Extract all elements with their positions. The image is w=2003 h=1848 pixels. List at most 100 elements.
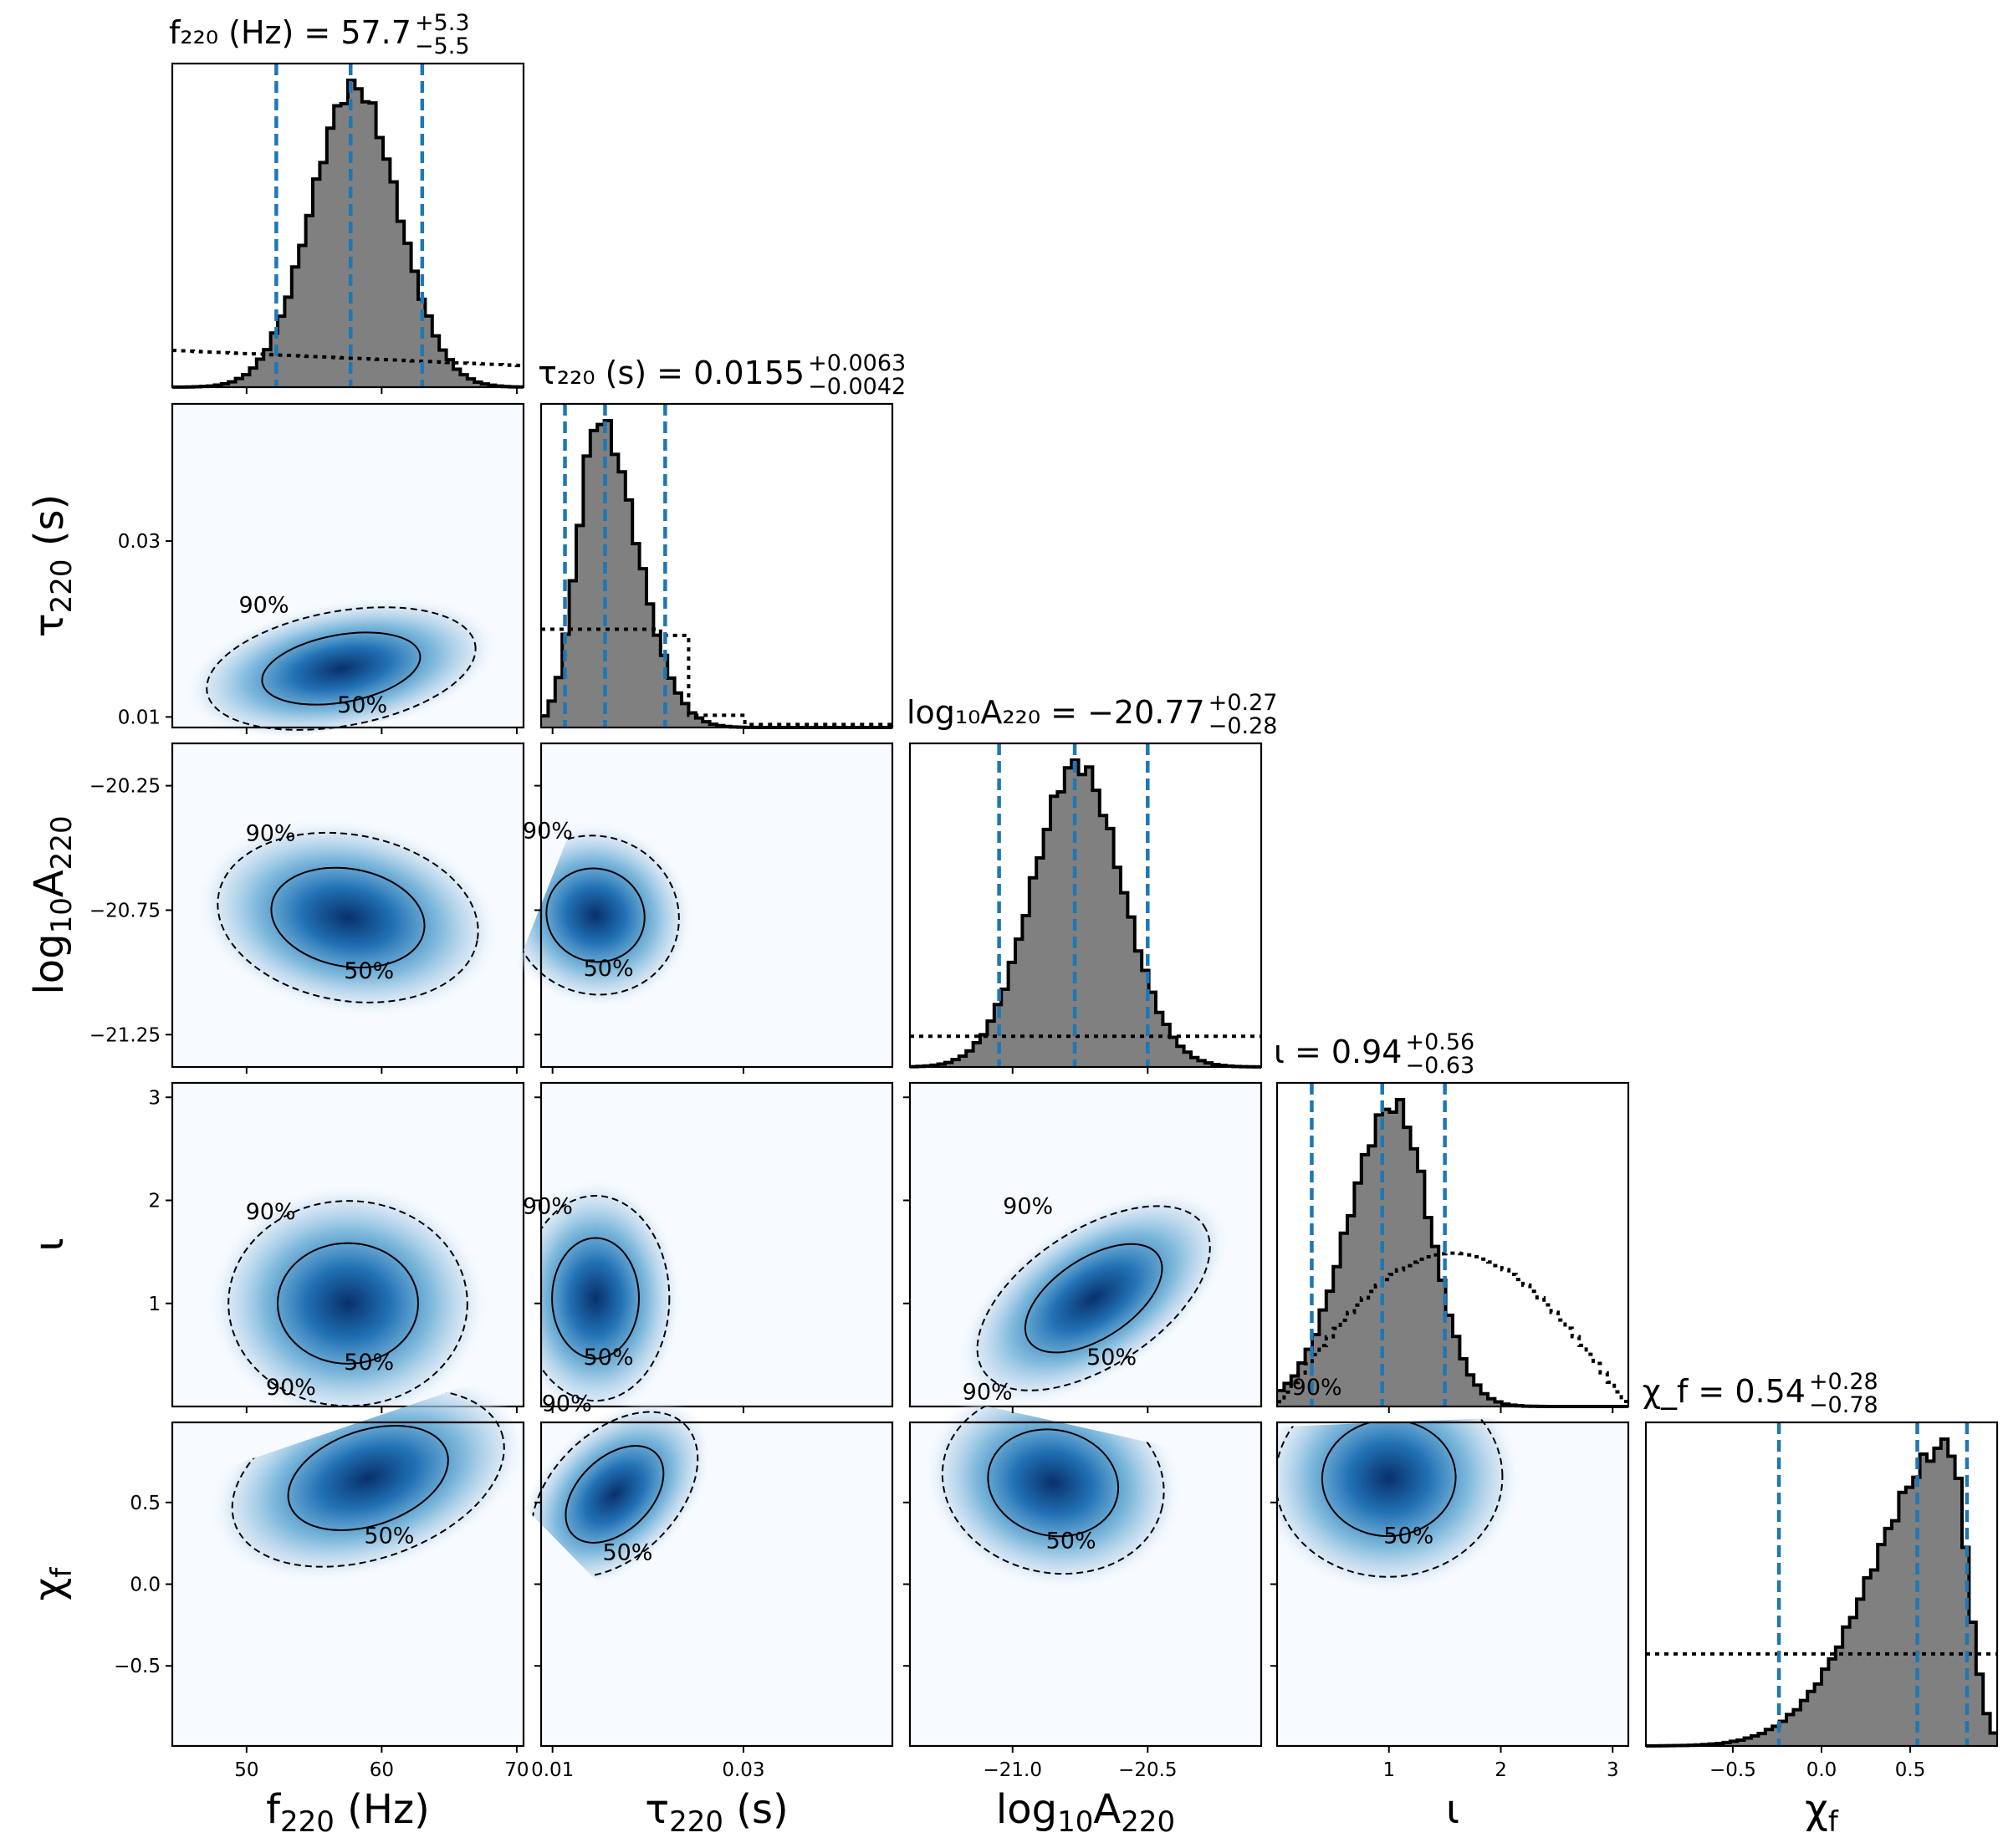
x-tick-label-chif: 0.5	[1895, 1759, 1926, 1781]
contour-label-90: 90%	[246, 820, 296, 846]
prior-hist-iota	[1277, 1251, 1628, 1404]
x-tick-label-tau220: 0.01	[531, 1759, 574, 1781]
hist-panel-logA220	[908, 742, 1263, 1069]
posterior-hist-fill-chif	[1646, 1439, 1997, 1746]
posterior-hist-chif	[1646, 1437, 1997, 1748]
contour-50	[261, 631, 422, 706]
contour-90	[941, 1392, 1165, 1575]
x-tick-label-f220: 50	[234, 1759, 258, 1781]
hist-panel-iota	[1275, 1081, 1630, 1408]
contour-50	[551, 1237, 640, 1360]
contour-90	[1275, 1412, 1504, 1578]
density-panel-iota-vs-f220: 50% 90%	[171, 1081, 525, 1408]
density-frame	[171, 742, 525, 1069]
title-minus-iota: −0.63	[1405, 1053, 1474, 1079]
contour-label-90: 90%	[963, 1380, 1013, 1406]
contour-90	[217, 831, 479, 1003]
y-axis-label-tau220: τ220​ (s)	[26, 494, 79, 638]
contour-label-50: 50%	[364, 1524, 414, 1549]
y-tick-label-chif: 0.0	[130, 1575, 161, 1596]
x-tick-label-chif: −0.5	[1709, 1759, 1756, 1781]
density-panel-tau220-vs-f220: 50% 90%	[171, 402, 525, 741]
y-tick-label-iota: 1	[148, 1294, 161, 1315]
title-minus-chif: −0.78	[1809, 1392, 1878, 1418]
title-minus-logA220: −0.28	[1208, 713, 1278, 739]
contour-label-90: 90%	[523, 1194, 573, 1220]
posterior-hist-fill-logA220	[910, 760, 1261, 1067]
contour-90	[976, 1205, 1211, 1391]
x-tick-label-iota: 2	[1495, 1759, 1507, 1781]
x-tick-label-chif: 0.0	[1806, 1759, 1837, 1781]
contour-50	[565, 1445, 665, 1544]
y-tick-label-tau220: 0.01	[118, 707, 161, 728]
title-minus-tau220: −0.0042	[808, 374, 906, 400]
contour-label-50: 50%	[1383, 1524, 1433, 1549]
contour-50	[987, 1428, 1120, 1538]
hist-panel-chif	[1644, 1421, 1999, 1748]
contour-label-90: 90%	[266, 1375, 316, 1401]
contour-50	[277, 1242, 419, 1365]
x-tick-label-logA220: −20.5	[1118, 1759, 1177, 1781]
prior-hist-f220	[172, 349, 524, 368]
contour-label-90: 90%	[1292, 1375, 1342, 1401]
density-panel-chif-vs-f220: 50% 90%	[171, 1375, 529, 1748]
density-frame	[908, 1081, 1263, 1408]
title-minus-f220: −5.5	[415, 33, 470, 59]
x-axis-label-iota: ι	[1446, 1786, 1459, 1833]
density-blob	[516, 1397, 713, 1591]
contour-50	[545, 867, 646, 963]
y-axis-label-logA220: log10​A220​	[26, 815, 79, 994]
y-axis-label-iota: ι	[26, 1238, 73, 1251]
x-tick-label-f220: 70	[504, 1759, 529, 1781]
title-plus-f220: +5.3	[415, 10, 470, 36]
posterior-hist-fill-iota	[1277, 1100, 1628, 1406]
x-tick-label-f220: 60	[370, 1759, 394, 1781]
x-axis-label-f220: f220​ (Hz)	[266, 1786, 430, 1839]
density-panel-chif-vs-iota: 50% 90%	[1275, 1375, 1630, 1748]
contour-label-50: 50%	[584, 1345, 634, 1371]
contour-label-50: 50%	[602, 1539, 652, 1565]
title-tau220: τ₂₂₀ (s) = 0.0155	[538, 355, 805, 391]
x-axis-label-chif: χf​	[1805, 1786, 1839, 1839]
density-panel-iota-vs-logA220: 50% 90%	[908, 1081, 1263, 1408]
y-tick-label-tau220: 0.03	[118, 531, 161, 553]
title-plus-chif: +0.28	[1809, 1369, 1878, 1395]
y-axis-label-chif: χf​	[26, 1567, 79, 1601]
x-tick-label-iota: 3	[1607, 1759, 1619, 1781]
x-tick-label-logA220: −21.0	[984, 1759, 1042, 1781]
contour-label-50: 50%	[344, 958, 394, 984]
x-axis-label-logA220: log10​A220​	[996, 1786, 1175, 1839]
density-blob	[957, 1189, 1231, 1407]
contour-50	[1024, 1243, 1163, 1354]
contour-90	[231, 1388, 505, 1568]
posterior-hist-fill-f220	[172, 80, 524, 387]
title-chif: χ_f = 0.54	[1643, 1373, 1806, 1410]
contour-90	[206, 606, 477, 731]
contour-label-50: 50%	[344, 1350, 394, 1376]
contour-label-90: 90%	[246, 1199, 296, 1225]
contour-label-50: 50%	[584, 956, 634, 982]
hist-panel-tau220	[539, 402, 894, 729]
hist-frame-f220	[171, 62, 525, 389]
density-blob	[541, 1177, 682, 1406]
title-plus-logA220: +0.27	[1208, 690, 1278, 716]
x-tick-label-iota: 1	[1382, 1759, 1395, 1781]
title-plus-iota: +0.56	[1405, 1029, 1474, 1055]
density-panel-logA220-vs-tau220: 50% 90%	[497, 742, 894, 1069]
contour-label-50: 50%	[337, 692, 387, 718]
title-f220: f₂₂₀ (Hz) = 57.7	[169, 14, 411, 51]
density-blob	[194, 818, 502, 1018]
contour-label-50: 50%	[1046, 1529, 1096, 1554]
posterior-hist-fill-tau220	[541, 421, 892, 727]
y-tick-label-logA220: −20.75	[89, 900, 161, 921]
title-logA220: log₁₀A₂₂₀ = −20.77	[907, 694, 1205, 731]
hist-panel-f220	[171, 62, 525, 389]
density-panel-iota-vs-tau220: 50% 90%	[523, 1081, 894, 1408]
contour-50	[270, 866, 426, 969]
y-tick-label-logA220: −21.25	[89, 1024, 161, 1046]
title-plus-tau220: +0.0063	[808, 350, 906, 376]
density-panel-chif-vs-tau220: 50% 90%	[516, 1391, 894, 1748]
y-tick-label-iota: 2	[148, 1191, 161, 1212]
y-tick-label-chif: 0.5	[130, 1493, 161, 1514]
y-tick-label-chif: −0.5	[114, 1656, 161, 1677]
